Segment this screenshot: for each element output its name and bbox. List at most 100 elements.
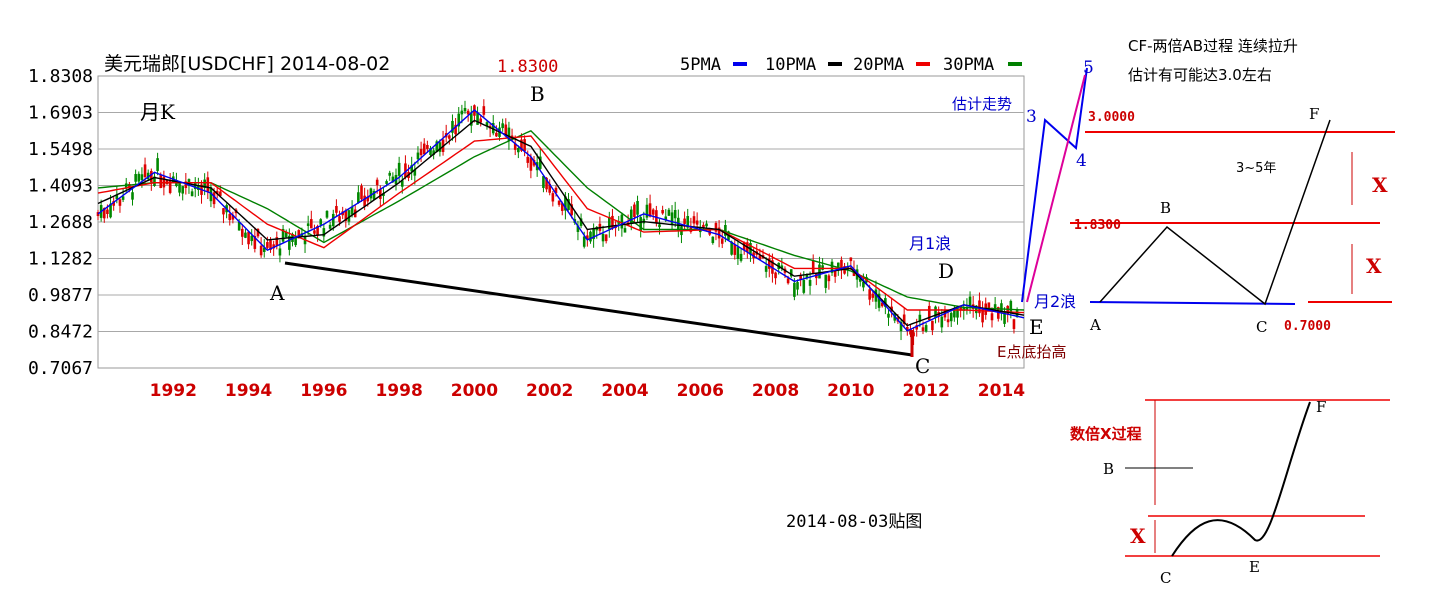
x-tick-label: 1998 [375,381,422,401]
x-tick-label: 2014 [978,381,1025,401]
candle-body [426,144,429,149]
point-a-label: A [269,281,285,305]
legend-20pma: 20PMA [853,55,904,75]
candle-body [112,200,115,206]
legend-30pma-swatch [1008,62,1022,66]
point-d-label: D [938,259,954,283]
candle-body [388,172,392,176]
diagram1-a: A [1089,316,1101,334]
candle-body [357,192,360,204]
candle-body [137,173,141,182]
diagram-ab-cf: CF-两倍AB过程 连续拉升 估计有可能达3.0左右 3.0000 1.8300… [1070,37,1395,336]
candle-body [557,200,561,205]
candle-body [993,304,997,309]
candle-body [538,156,542,169]
d2-title: 数倍X过程 [1070,425,1142,443]
candle-body [184,181,188,189]
candle-body [190,191,194,197]
candle-body [786,278,790,284]
candle-body [438,142,442,152]
candle-body [949,312,953,322]
candle-body [335,205,338,213]
abcf-path [1099,119,1331,306]
candle-body [143,164,147,178]
candle-body [589,231,592,242]
candle-body [849,257,853,262]
candle-body [711,236,715,243]
candle-body [529,157,533,171]
candle-body [485,122,489,127]
candle-body [742,242,746,251]
candle-body [651,209,655,215]
candle-body [796,282,799,290]
legend-5pma: 5PMA [680,55,721,75]
candle-body [250,235,254,242]
candle-body [560,203,564,211]
candle-body [159,174,163,188]
candle-body [946,319,950,323]
candle-body [780,265,784,269]
candle-body [466,110,470,115]
candle-body [372,190,376,200]
candle-body [608,217,611,230]
diagram1-b: B [1160,199,1171,217]
candle-body [121,196,125,200]
candle-body [319,219,323,225]
candle-body [288,235,291,250]
x-tick-label: 2004 [601,381,648,401]
candle-body [397,162,401,176]
candle-body [448,135,451,139]
chart-panel [0,40,1035,420]
candle-body [306,223,310,226]
candle-body [165,179,169,185]
candle-body [212,192,216,205]
candle-body [827,275,831,282]
candle-body [582,236,586,247]
candle-body [981,309,984,323]
candle-body [109,203,112,218]
candle-body [617,221,621,224]
candle-body [968,296,972,305]
x-tick-label: 2002 [526,381,573,401]
x-mark-lower: X [1366,254,1382,278]
e-point-note: E点底抬高 [997,343,1066,361]
x-tick-label: 2010 [827,381,874,401]
candle-body [564,196,567,211]
candle-body [836,262,840,269]
candle-body [830,261,834,273]
candle-body [717,227,721,239]
candle-body [739,253,743,261]
x-tick-label: 2000 [451,381,498,401]
candle-body [987,302,991,309]
candle-body [554,187,558,194]
candle-body [953,308,956,318]
candle-body [454,124,457,135]
candle-body [551,193,555,202]
candle-body [840,259,843,271]
candle-body [620,214,624,229]
candle-body [331,213,335,227]
point-e-label: E [1029,315,1044,339]
d2-f: F [1316,398,1326,416]
candle-body [639,217,642,231]
candle-body [181,186,184,194]
candle-body [278,248,282,256]
point-b-label: B [530,82,545,106]
candle-body [902,314,906,324]
candle-body [1012,319,1016,329]
candle-body [683,218,686,224]
candle-body [645,204,649,218]
candle-body [523,139,526,152]
candle-body [134,174,137,182]
y-tick-label: 1.2688 [28,212,93,233]
candle-body [375,179,379,186]
candle-body [956,307,959,318]
candle-body [736,247,740,259]
legend-10pma-swatch [828,62,842,66]
candle-body [871,293,875,298]
ma-line-5pma [97,109,1025,332]
candle-body [294,236,297,246]
candle-body [272,244,275,249]
d2-path [1171,401,1311,557]
y-axis-ticks: 1.8308 1.6903 1.5498 1.4093 1.2688 1.1282 0.98… [28,66,93,379]
